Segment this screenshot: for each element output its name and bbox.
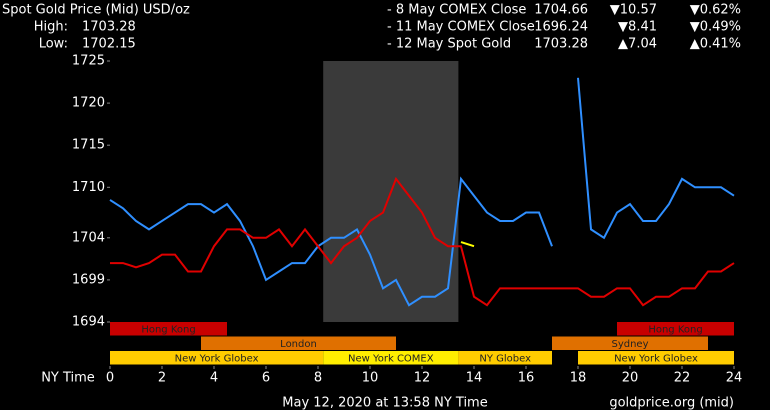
legend-change: ▼10.57 <box>610 3 657 18</box>
x-tick-label: 14 <box>466 371 483 386</box>
session-bar <box>552 336 708 350</box>
session-label: New York Globex <box>175 354 259 365</box>
session-label: Hong Kong <box>141 325 195 336</box>
y-tick-label: 1720 <box>72 96 105 111</box>
legend-close: 1703.28 <box>534 37 588 52</box>
y-tick-label: 1699 <box>72 272 105 287</box>
y-tick-label: 1725 <box>72 54 105 69</box>
series-line <box>110 176 735 307</box>
x-tick-label: 0 <box>106 371 114 386</box>
session-bar <box>110 322 227 336</box>
legend-close: 1704.66 <box>534 3 588 18</box>
x-tick-label: 10 <box>362 371 379 386</box>
x-tick-label: 24 <box>726 371 743 386</box>
y-tick-label: 1704 <box>72 230 105 245</box>
session-bar <box>201 336 396 350</box>
low-label: Low: <box>39 37 68 52</box>
x-tick-label: 22 <box>674 371 691 386</box>
x-axis-title: NY Time <box>41 371 95 386</box>
x-tick-label: 4 <box>210 371 218 386</box>
legend-name: - 8 May COMEX Close <box>387 3 526 18</box>
legend-name: - 11 May COMEX Close <box>387 20 535 35</box>
session-bar <box>110 351 324 365</box>
x-tick-label: 16 <box>518 371 535 386</box>
session-bar <box>578 351 734 365</box>
x-tick-label: 20 <box>622 371 639 386</box>
series-line <box>460 241 475 248</box>
session-bar <box>323 351 459 365</box>
high-value: 1703.28 <box>82 20 136 35</box>
y-tick-label: 1694 <box>72 315 105 330</box>
legend-change: ▼8.41 <box>618 20 657 35</box>
session-label: Hong Kong <box>648 325 702 336</box>
x-tick-label: 8 <box>314 371 322 386</box>
chart-title: Spot Gold Price (Mid) USD/oz <box>2 3 190 18</box>
legend-pct: ▼0.49% <box>690 20 741 35</box>
legend-change: ▲7.04 <box>618 37 657 52</box>
session-bar <box>458 351 552 365</box>
legend-name: - 12 May Spot Gold <box>387 37 511 52</box>
x-tick-label: 2 <box>158 371 166 386</box>
x-tick-label: 12 <box>414 371 431 386</box>
session-label: New York Globex <box>614 354 698 365</box>
series-line <box>109 77 735 307</box>
y-tick-label: 1715 <box>72 138 105 153</box>
legend-pct: ▲0.41% <box>690 37 741 52</box>
legend-close: 1696.24 <box>534 20 588 35</box>
session-label: Sydney <box>611 339 648 350</box>
x-tick-label: 6 <box>262 371 270 386</box>
legend-pct: ▼0.62% <box>690 3 741 18</box>
y-tick-label: 1710 <box>72 180 105 195</box>
session-label: New York COMEX <box>348 354 434 365</box>
low-value: 1702.15 <box>82 37 136 52</box>
source: goldprice.org (mid) <box>609 396 734 410</box>
footer: May 12, 2020 at 13:58 NY Time <box>282 396 487 410</box>
session-label: NY Globex <box>479 354 531 365</box>
high-label: High: <box>34 20 68 35</box>
x-tick-label: 18 <box>570 371 587 386</box>
session-label: London <box>280 339 317 350</box>
session-bar <box>617 322 734 336</box>
